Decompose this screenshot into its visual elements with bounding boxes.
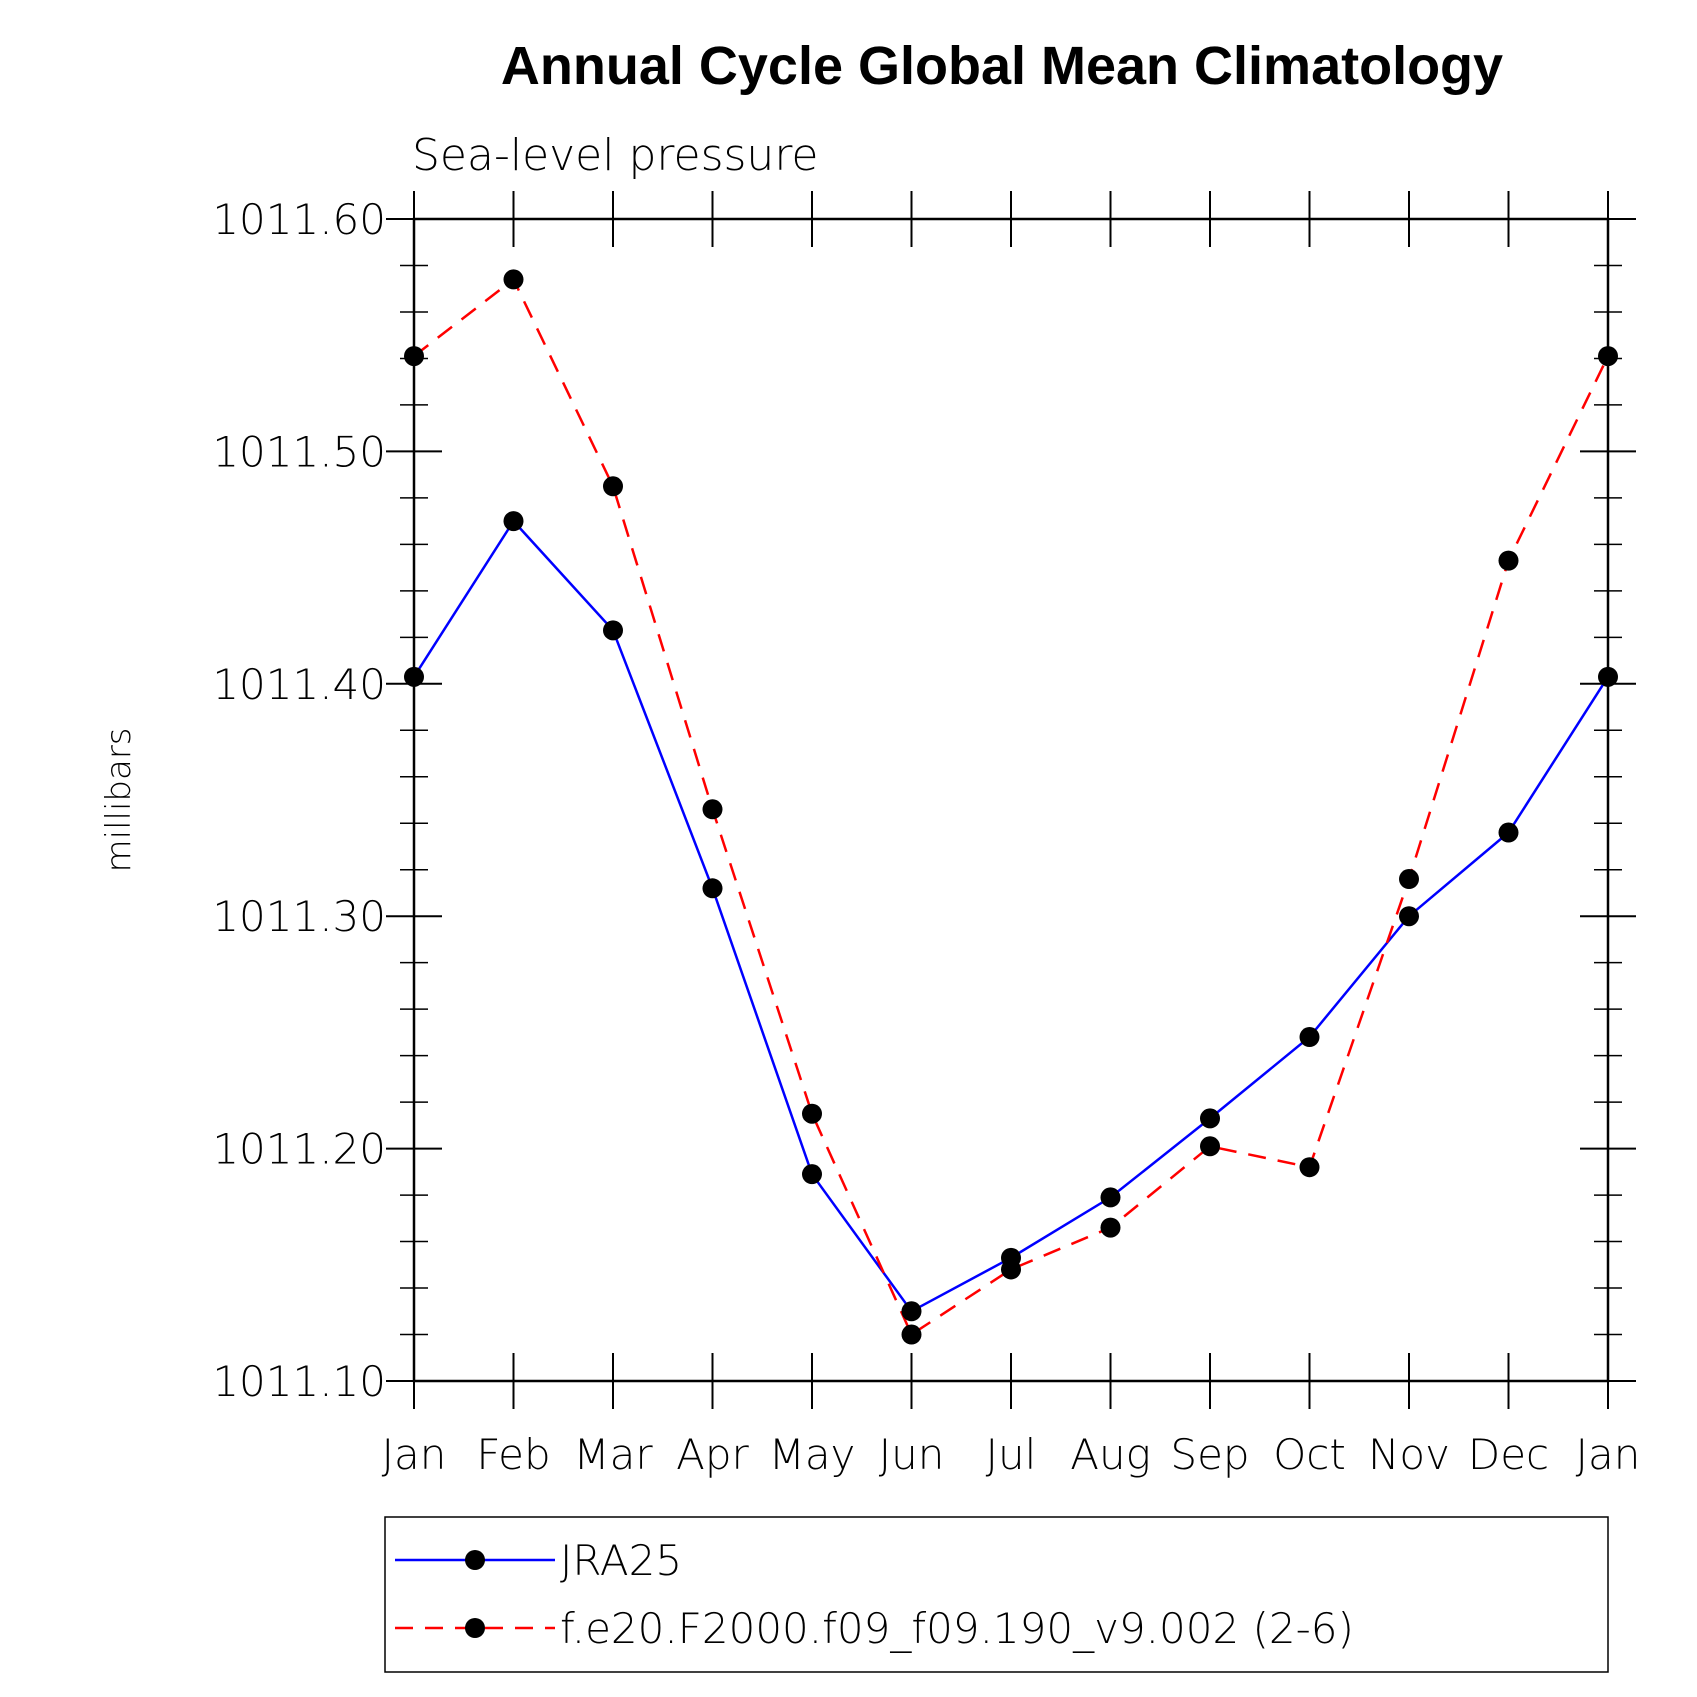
data-point-1 xyxy=(901,1324,922,1345)
x-tick-label: May xyxy=(769,1430,856,1479)
legend-marker-f-e20 xyxy=(465,1618,485,1638)
data-point-1 xyxy=(702,799,723,820)
x-tick-label: Jun xyxy=(879,1430,945,1479)
y-tick-label: 1011.40 xyxy=(212,660,386,709)
x-tick-label: Oct xyxy=(1273,1430,1346,1479)
x-tick-label: Jul xyxy=(986,1430,1037,1479)
data-point-0 xyxy=(1299,1027,1320,1048)
data-point-0 xyxy=(802,1164,822,1185)
x-tick-label: Nov xyxy=(1368,1430,1450,1479)
data-point-0 xyxy=(1399,906,1419,927)
data-point-1 xyxy=(802,1103,822,1124)
data-point-1 xyxy=(1399,869,1419,890)
data-point-1 xyxy=(1100,1217,1121,1238)
legend-box xyxy=(384,1516,1609,1673)
chart-title: Annual Cycle Global Mean Climatology xyxy=(501,36,1503,96)
x-tick-label: Dec xyxy=(1468,1430,1549,1479)
data-point-0 xyxy=(901,1301,922,1322)
data-point-1 xyxy=(603,476,623,497)
data-point-0 xyxy=(1100,1187,1121,1208)
data-point-0 xyxy=(1498,822,1519,843)
x-tick-label: Aug xyxy=(1070,1430,1151,1479)
axes-ticks: 1011.10 1011.20 1011.30 1011.40 1011.50 1011.… xyxy=(212,191,1640,1479)
chart-subtitle: Sea-level pressure xyxy=(412,130,819,181)
legend-label-jra25: JRA25 xyxy=(560,1536,682,1585)
series-line-1 xyxy=(413,277,1610,1337)
plot-frame xyxy=(412,217,1610,1383)
series-line-0 xyxy=(412,519,1610,1313)
x-tick-label: Feb xyxy=(476,1430,550,1479)
series-layer xyxy=(404,269,1618,1345)
data-point-0 xyxy=(702,878,723,899)
data-point-0 xyxy=(1200,1108,1220,1129)
y-tick-label: 1011.30 xyxy=(212,892,386,941)
data-point-1 xyxy=(404,346,424,367)
y-tick-label: 1011.20 xyxy=(212,1125,386,1174)
legend-marker-jra25 xyxy=(465,1550,485,1570)
data-point-1 xyxy=(1299,1157,1320,1178)
data-point-0 xyxy=(603,620,623,641)
data-point-1 xyxy=(1498,550,1519,571)
x-tick-label: Apr xyxy=(676,1430,749,1479)
data-point-0 xyxy=(404,666,424,687)
y-tick-label: 1011.10 xyxy=(212,1357,386,1406)
x-tick-label: Jan xyxy=(382,1430,447,1479)
data-point-1 xyxy=(503,269,524,290)
x-tick-label: Sep xyxy=(1170,1430,1249,1479)
data-point-1 xyxy=(1598,346,1618,367)
x-tick-label: Mar xyxy=(573,1430,653,1479)
data-point-0 xyxy=(503,511,524,532)
y-tick-label: 1011.50 xyxy=(212,427,386,476)
legend: JRA25 f.e20.F2000.f09_f09.190_v9.002 (2-… xyxy=(384,1516,1609,1673)
data-point-1 xyxy=(1200,1136,1220,1157)
x-tick-label: Jan xyxy=(1576,1430,1641,1479)
data-point-1 xyxy=(1001,1259,1021,1280)
data-point-0 xyxy=(1598,666,1618,687)
y-tick-label: 1011.60 xyxy=(212,195,386,244)
legend-label-f-e20: f.e20.F2000.f09_f09.190_v9.002 (2-6) xyxy=(560,1604,1354,1653)
y-axis-label: millibars xyxy=(99,727,139,872)
